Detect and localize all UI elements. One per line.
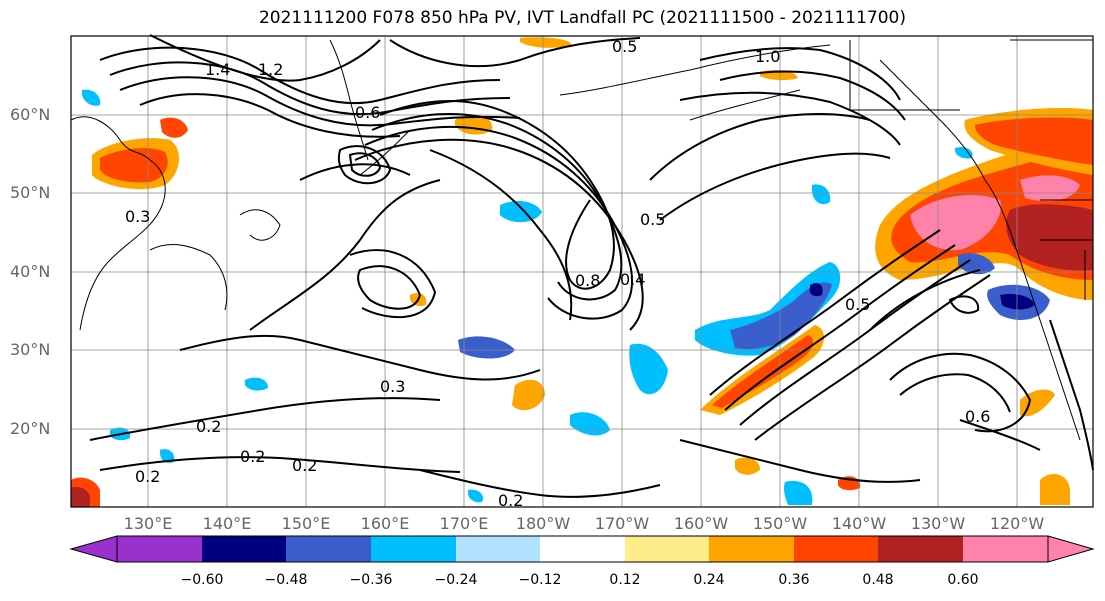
colorbar-tick-label: −0.12 — [518, 572, 562, 588]
colorbar-tick-label: 0.48 — [862, 572, 894, 588]
contour-label: 1.2 — [258, 60, 283, 79]
colorbar-tick-label: −0.48 — [264, 572, 308, 588]
contour-label: 0.2 — [240, 447, 265, 466]
lon-label: 150°E — [281, 514, 331, 533]
contour-label: 0.6 — [965, 407, 990, 426]
contour-label: 1.0 — [755, 47, 780, 66]
colorbar-tick-label: 0.12 — [609, 572, 641, 588]
contour-label: 0.5 — [640, 210, 665, 229]
lon-label: 130°W — [910, 514, 966, 533]
lat-label: 50°N — [10, 183, 51, 202]
colorbar-tick-label: 0.60 — [947, 572, 979, 588]
lon-label: 170°E — [439, 514, 489, 533]
lat-label: 60°N — [10, 105, 51, 124]
colorbar-tick-label: 0.36 — [778, 572, 810, 588]
colorbar-tick-label: −0.60 — [180, 572, 224, 588]
colorbar-tick-label: 0.24 — [693, 572, 725, 588]
contour-label: 0.2 — [135, 467, 160, 486]
contour-label: 0.3 — [125, 207, 150, 226]
lat-label: 40°N — [10, 262, 51, 281]
colorbar — [69, 535, 1095, 563]
lon-label: 180°W — [515, 514, 571, 533]
graticule — [71, 36, 1093, 507]
map-title: 2021111200 F078 850 hPa PV, IVT Landfall… — [258, 8, 906, 28]
colorbar-tick-label: −0.24 — [434, 572, 478, 588]
contour-label: 0.5 — [612, 37, 637, 56]
contour-label: 0.4 — [620, 270, 645, 289]
contour-label: 1.4 — [205, 60, 230, 79]
lon-label: 130°E — [123, 514, 173, 533]
lon-label: 170°W — [594, 514, 650, 533]
lon-label: 160°E — [360, 514, 410, 533]
lon-label: 160°W — [673, 514, 729, 533]
lon-label: 120°W — [989, 514, 1045, 533]
lat-label: 30°N — [10, 340, 51, 359]
lon-label: 140°W — [831, 514, 887, 533]
lat-label: 20°N — [10, 419, 51, 438]
contour-label: 0.2 — [292, 456, 317, 475]
contour-label: 0.2 — [498, 491, 523, 510]
lon-label: 140°E — [202, 514, 252, 533]
contour-label: 0.6 — [355, 103, 380, 122]
shaded-regions — [71, 37, 1093, 507]
contour-label: 0.3 — [380, 377, 405, 396]
contour-label: 0.2 — [196, 417, 221, 436]
contour-label: 0.5 — [845, 295, 870, 314]
coastlines — [70, 39, 1093, 441]
colorbar-tick-label: −0.36 — [349, 572, 393, 588]
contour-label: 0.8 — [575, 271, 600, 290]
pv-contours — [89, 34, 1094, 498]
lon-label: 150°W — [752, 514, 808, 533]
